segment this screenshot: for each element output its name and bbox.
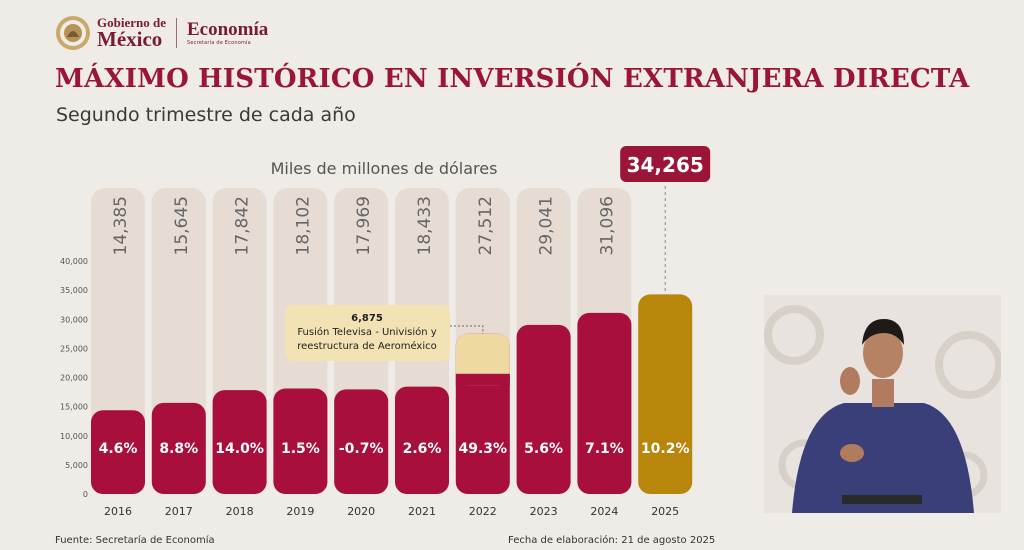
bar-extraordinary-segment (455, 333, 510, 386)
y-tick-label: 10,000 (60, 432, 88, 441)
y-tick-label: 0 (83, 490, 88, 499)
y-tick-label: 40,000 (60, 257, 88, 266)
x-tick-label: 2017 (165, 505, 193, 518)
bar (334, 389, 389, 494)
header-divider (175, 18, 177, 48)
x-tick-label: 2019 (286, 505, 314, 518)
bar (273, 388, 328, 494)
x-tick-label: 2022 (469, 505, 497, 518)
bar (577, 312, 632, 494)
gobierno-line2: México (97, 27, 163, 51)
bar-value-label: 15,645 (172, 196, 192, 255)
ministry-subtitle: Secretaría de Economía (186, 40, 251, 46)
growth-label: 8.8% (159, 441, 198, 457)
bar (516, 324, 571, 494)
bar (151, 402, 206, 494)
bar (395, 386, 449, 494)
annotation-box (285, 305, 450, 361)
chart-subtitle: Segundo trimestre de cada año (56, 104, 356, 126)
gobierno-de-mexico-logo: Gobierno de México (97, 16, 166, 50)
x-tick-label: 2021 (408, 505, 436, 518)
x-tick-label: 2020 (347, 505, 375, 518)
bar-value-label: 17,969 (354, 196, 374, 255)
economia-logo: Economía Secretaría de Economía (187, 20, 268, 46)
growth-label: -0.7% (339, 441, 384, 457)
bar-value-label: 27,512 (476, 196, 496, 255)
annotation-leader-line (450, 325, 484, 334)
growth-label: 49.3% (459, 441, 508, 457)
x-tick-label: 2025 (651, 505, 679, 518)
growth-label: 7.1% (585, 441, 624, 457)
y-tick-label: 5,000 (65, 461, 88, 470)
x-tick-label: 2024 (590, 505, 618, 518)
bar (638, 294, 693, 494)
annotation-value: 6,875 (351, 313, 383, 324)
mexico-seal-icon (56, 16, 90, 50)
growth-label: 2.6% (403, 441, 442, 457)
growth-label: 1.5% (281, 441, 320, 457)
bar-value-label: 31,096 (597, 196, 617, 255)
growth-label: 10.2% (641, 441, 690, 457)
date-note: Fecha de elaboración: 21 de agosto 2025 (508, 535, 716, 546)
bar-value-label: 18,102 (293, 196, 313, 255)
growth-label: 4.6% (99, 441, 138, 457)
annotation-text-line2: reestructura de Aeroméxico (297, 340, 437, 352)
sign-language-interpreter (764, 295, 1001, 513)
bar-value-label: 18,433 (415, 196, 435, 255)
gobierno-line1: Gobierno de (97, 15, 166, 30)
y-axis-label: Miles de millones de dólares (271, 159, 498, 178)
x-tick-label: 2018 (226, 505, 254, 518)
y-tick-label: 35,000 (60, 286, 88, 295)
highlight-badge (620, 146, 711, 182)
y-tick-label: 30,000 (60, 315, 88, 324)
growth-label: 5.6% (524, 441, 563, 457)
bar-segment-join (455, 373, 510, 386)
x-tick-label: 2023 (530, 505, 558, 518)
bar-chart: Miles de millones de dólares 0 5,000 10,000… (60, 146, 711, 518)
bar-value-label: 29,041 (537, 196, 557, 255)
x-tick-label: 2016 (104, 505, 132, 518)
highlight-value-label: 34,265 (627, 153, 704, 177)
annotation-text-line1: Fusión Televisa - Univisión y (297, 326, 436, 338)
source-note: Fuente: Secretaría de Economía (55, 535, 215, 546)
growth-label: 14.0% (215, 441, 264, 457)
bar-value-label: 17,842 (233, 196, 253, 255)
bar (91, 410, 145, 494)
chart-title: MÁXIMO HISTÓRICO EN INVERSIÓN EXTRANJERA… (55, 64, 970, 94)
y-tick-label: 20,000 (60, 374, 88, 383)
y-tick-label: 25,000 (60, 344, 88, 353)
bar-value-label: 14,385 (111, 196, 131, 255)
header: Gobierno de México Economía Secretaría d… (55, 12, 268, 54)
y-tick-label: 15,000 (60, 403, 88, 412)
bar (212, 390, 267, 494)
interpreter-figure (764, 305, 1001, 513)
ministry-name: Economía (186, 19, 269, 40)
